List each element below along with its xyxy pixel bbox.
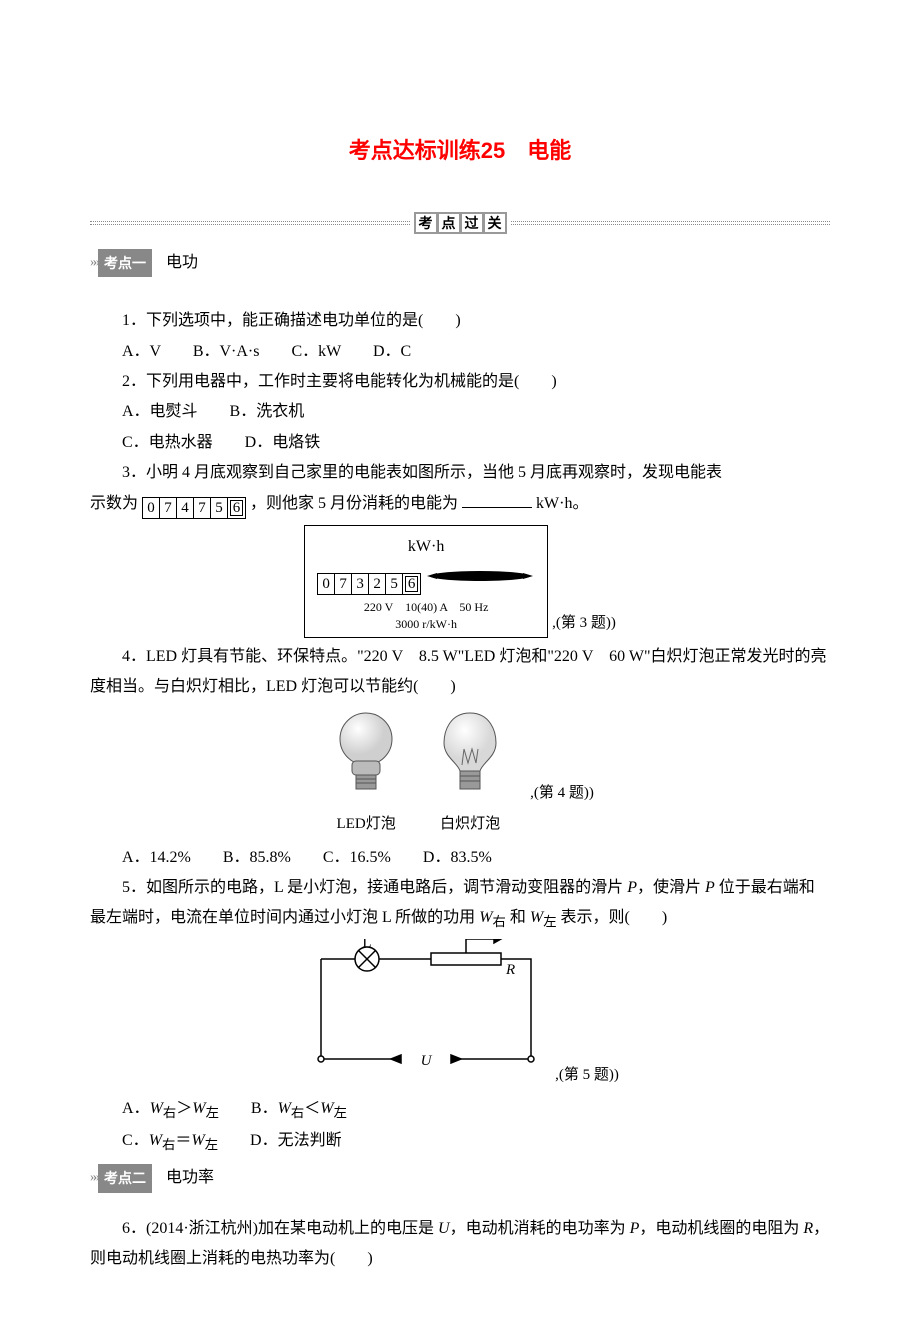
incandescent-bulb-icon	[430, 707, 510, 797]
label-P: P	[478, 939, 488, 940]
label-L: L	[363, 939, 372, 951]
q5-figure: L P R U ,(第 5 题))	[90, 939, 830, 1090]
label-R: R	[505, 962, 515, 978]
label-U: U	[421, 1053, 433, 1069]
q4-figure: LED灯泡 白炽灯泡 ,(第 4 题))	[90, 707, 830, 839]
section-header-char: 过	[462, 214, 482, 232]
meter-digits: 0 7 3 2 5 6	[317, 573, 421, 595]
section-header-char: 点	[439, 214, 459, 232]
page-title: 考点达标训练25 电能	[349, 138, 571, 163]
digit: 0	[318, 574, 335, 594]
q1-options: A．V B．V·A·s C．kW D．C	[90, 337, 830, 367]
section-header-char: 关	[485, 214, 505, 232]
digit: 3	[352, 574, 369, 594]
meter-spec-2: 3000 r/kW·h	[317, 616, 535, 633]
circuit-diagram: L P R U	[301, 939, 551, 1079]
digit: 5	[386, 574, 403, 594]
section-header-char: 考	[416, 214, 436, 232]
meter-unit: kW·h	[317, 532, 535, 562]
q4-options: A．14.2% B．85.8% C．16.5% D．83.5%	[90, 843, 830, 873]
kaodian-tag-label: 考点一	[98, 249, 152, 278]
digit: 5	[211, 498, 228, 518]
energy-meter: kW·h 0 7 3 2 5 6 220 V 10(40) A 50 Hz 30…	[304, 525, 548, 638]
digit: 2	[369, 574, 386, 594]
meter-dial-icon	[425, 568, 535, 584]
q3-caption: ,(第 3 题))	[552, 615, 616, 631]
kaodian-2: »» 考点二 电功率	[90, 1163, 214, 1193]
digit: 7	[160, 498, 177, 518]
digit: 6	[403, 574, 420, 594]
digit: 7	[335, 574, 352, 594]
q5-options-ab: A．W右＞W左 B．W右＜W左	[90, 1094, 830, 1126]
kaodian-tag-label: 考点二	[98, 1164, 152, 1193]
kaodian-name: 电功	[166, 248, 198, 278]
q2-stem: 2．下列用电器中，工作时主要将电能转化为机械能的是( )	[90, 367, 830, 397]
led-bulb-icon	[326, 707, 406, 797]
digit: 4	[177, 498, 194, 518]
q2-options-cd: C．电热水器 D．电烙铁	[90, 428, 830, 458]
kaodian-name: 电功率	[166, 1163, 214, 1193]
q3-text: ，则他家 5 月份消耗的电能为	[250, 495, 458, 512]
q3-stem-line2: 示数为 0 7 4 7 5 6 ，则他家 5 月份消耗的电能为 kW·h。	[90, 489, 830, 521]
q3-text: kW·h。	[536, 495, 588, 512]
digit: 6	[228, 498, 245, 518]
meter-digits-inline: 0 7 4 7 5 6	[142, 497, 246, 519]
chevron-icon: »»	[90, 1165, 96, 1192]
q6-stem: 6．(2014·浙江杭州)加在某电动机上的电压是 U，电动机消耗的电功率为 P，…	[90, 1214, 830, 1275]
kaodian-1: »» 考点一 电功	[90, 248, 198, 278]
q4-caption: ,(第 4 题))	[530, 785, 594, 801]
q5-stem: 5．如图所示的电路，L 是小灯泡，接通电路后，调节滑动变阻器的滑片 P，使滑片 …	[90, 873, 830, 935]
q1-stem: 1．下列选项中，能正确描述电功单位的是( )	[90, 306, 830, 336]
section-header-divider: 考 点 过 关	[90, 212, 830, 234]
digit: 7	[194, 498, 211, 518]
q2-options-ab: A．电熨斗 B．洗衣机	[90, 397, 830, 427]
fill-blank	[462, 490, 532, 508]
q3-figure: kW·h 0 7 3 2 5 6 220 V 10(40) A 50 Hz 30…	[90, 525, 830, 638]
q4-stem: 4．LED 灯具有节能、环保特点。"220 V 8.5 W"LED 灯泡和"22…	[90, 642, 830, 703]
meter-spec-1: 220 V 10(40) A 50 Hz	[317, 599, 535, 616]
q5-caption: ,(第 5 题))	[555, 1067, 619, 1083]
q5-options-cd: C．W右＝W左 D．无法判断	[90, 1126, 830, 1158]
q3-stem-line1: 3．小明 4 月底观察到自己家里的电能表如图所示，当他 5 月底再观察时，发现电…	[90, 458, 830, 488]
q3-text: 示数为	[90, 495, 138, 512]
digit: 0	[143, 498, 160, 518]
chevron-icon: »»	[90, 250, 96, 277]
bulb-left-caption: LED灯泡	[326, 810, 406, 839]
bulb-right-caption: 白炽灯泡	[430, 810, 510, 839]
